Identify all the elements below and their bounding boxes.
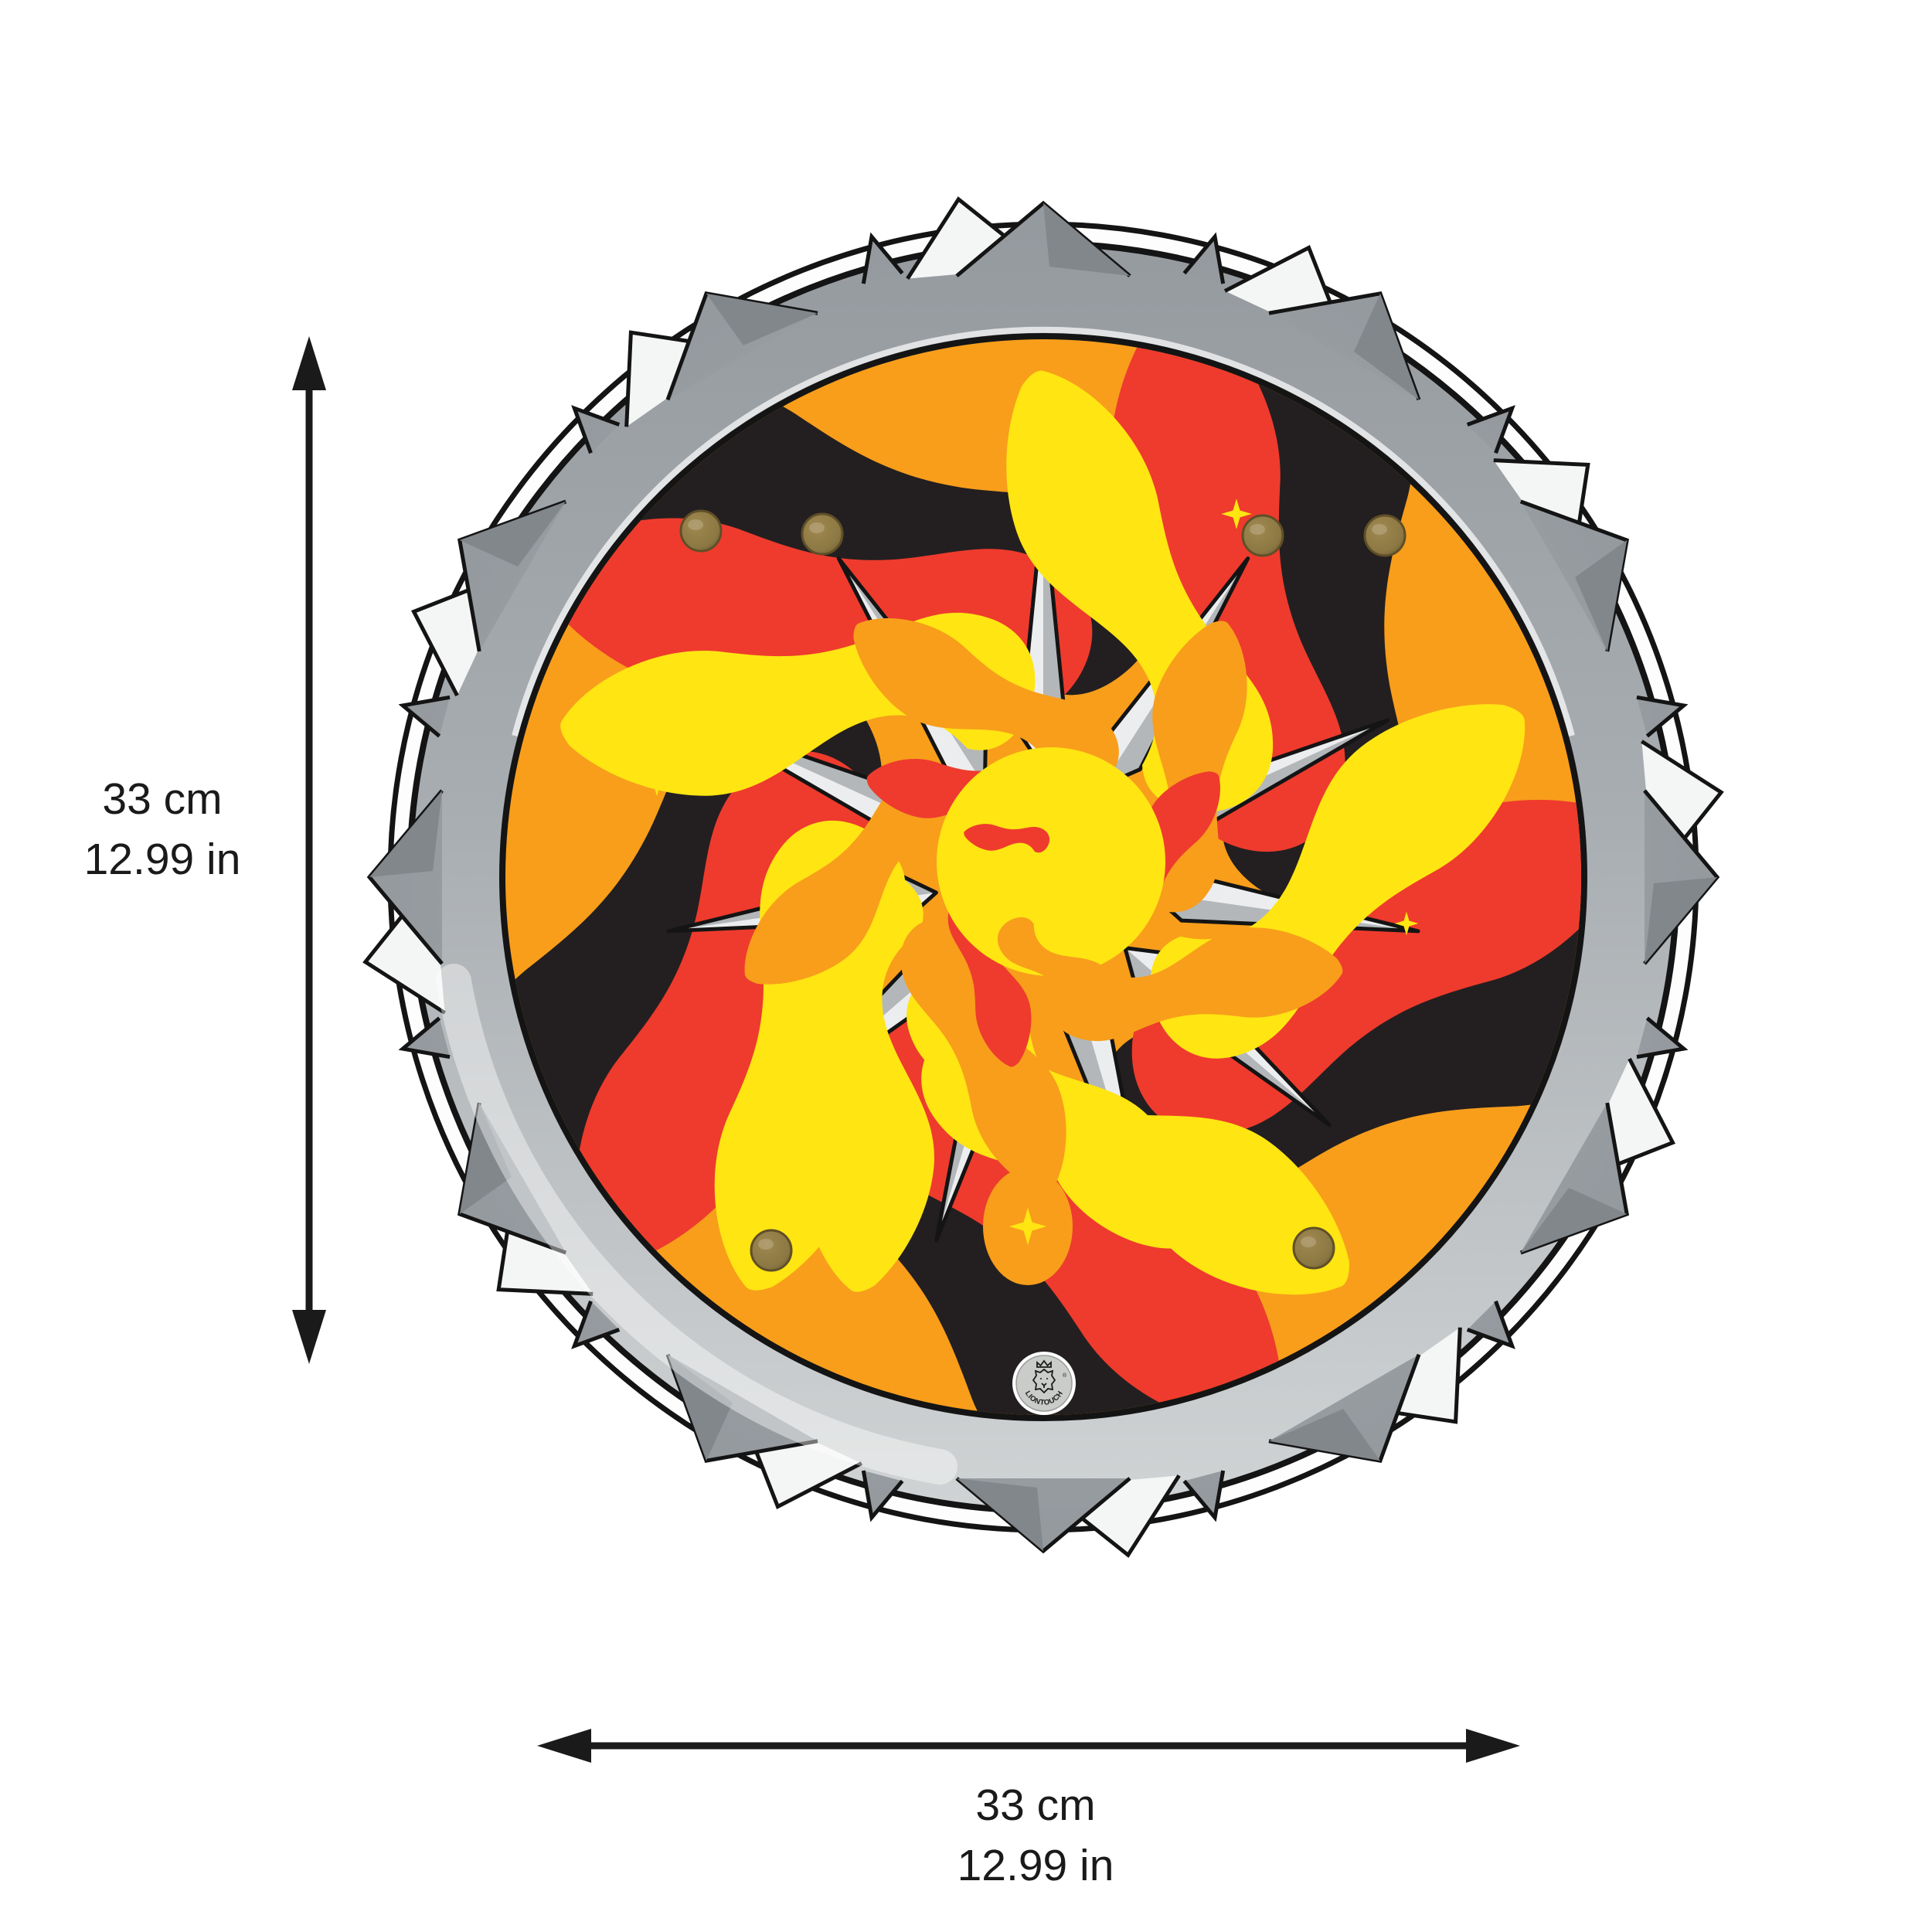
rivet xyxy=(1363,514,1406,557)
flame-swirl xyxy=(505,339,1581,1415)
arrow-down-icon xyxy=(292,1310,326,1364)
rivet xyxy=(801,512,844,556)
width-value-in: 12.99 in xyxy=(957,1841,1114,1890)
arrow-up-icon xyxy=(292,336,326,390)
rivet xyxy=(1241,514,1284,557)
liontouch-badge: LIONTOUCH ® xyxy=(1012,1352,1076,1415)
lion-head-icon xyxy=(1032,1359,1056,1394)
height-value-in: 12.99 in xyxy=(83,835,241,884)
width-dimension-label: 33 cm 12.99 in xyxy=(920,1775,1151,1896)
arrow-right-icon xyxy=(1466,1729,1520,1763)
rim-small-spikes xyxy=(398,232,1689,1522)
width-value-cm: 33 cm xyxy=(975,1781,1096,1830)
rim-sheen xyxy=(436,964,957,1485)
flame-core xyxy=(937,747,1165,1055)
shield-graphic: LIONTOUCH ® xyxy=(362,196,1724,1558)
rivet xyxy=(1292,1226,1335,1270)
flame-sparkles xyxy=(645,498,1419,1285)
rim-big-spikes xyxy=(362,196,1724,1558)
badge-registered-mark: ® xyxy=(1063,1372,1067,1379)
field-top-highlight xyxy=(512,326,1575,737)
rivet xyxy=(750,1229,793,1272)
height-dimension-label: 33 cm 12.99 in xyxy=(46,769,278,889)
rivet xyxy=(679,509,723,553)
rivets xyxy=(679,509,1406,1272)
height-dimension-arrow xyxy=(292,336,326,1364)
arrow-left-icon xyxy=(537,1729,591,1763)
height-value-cm: 33 cm xyxy=(102,774,223,824)
width-dimension-arrow xyxy=(537,1729,1520,1763)
